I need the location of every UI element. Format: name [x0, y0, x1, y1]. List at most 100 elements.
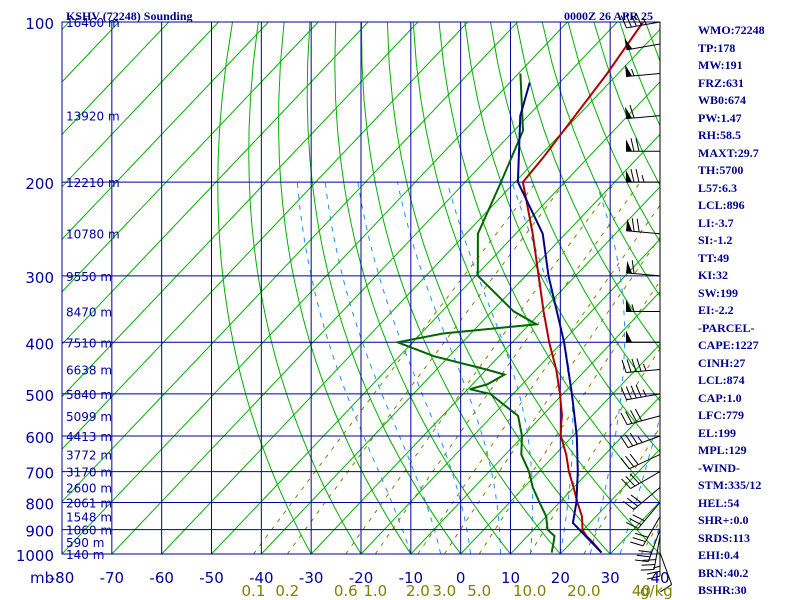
isotherm-line [211, 81, 660, 554]
sounding-index: LFC:779 [698, 408, 744, 422]
temperature-tick-label: -30 [299, 569, 324, 587]
temperature-trace [521, 22, 644, 554]
sounding-index: L57:6.3 [698, 180, 737, 195]
sounding-index: BRN:40.2 [698, 565, 749, 580]
isotherm-line [62, 22, 319, 293]
wind-barb [626, 330, 660, 343]
wind-barb [626, 299, 660, 312]
dewpoint-trace [394, 73, 556, 553]
mixing-ratio-tick-label: 0.2 [275, 582, 299, 600]
sounding-index: EL:199 [698, 425, 737, 440]
sounding-index: EHI:0.4 [698, 548, 740, 562]
isotherm-line [62, 22, 419, 398]
sounding-index: FRZ:631 [698, 75, 744, 90]
wind-barb [626, 260, 661, 277]
height-label: 1548 m [66, 510, 112, 524]
temperature-tick-label: -60 [149, 569, 174, 587]
height-label: 9550 m [66, 270, 112, 284]
sounding-index: TT:49 [698, 250, 730, 265]
dry-adiabat-line [464, 22, 660, 453]
temperature-tick-label: 40 [650, 569, 669, 587]
isotherm-line [360, 238, 660, 554]
isotherms [0, 22, 660, 554]
pressure-tick-label: 900 [25, 523, 54, 541]
wind-barb [640, 535, 661, 571]
mixing-ratio-unit-label: g/kg [640, 582, 673, 600]
sounding-index: HEL:54 [698, 495, 740, 510]
chart-title: KSHV (72248) Sounding [66, 9, 193, 23]
isotherm-line [62, 22, 219, 188]
isotherm-line [410, 290, 660, 554]
wind-barb [621, 358, 661, 373]
dry-adiabat-line [386, 22, 611, 554]
moist-adiabat-line [397, 181, 501, 554]
dry-adiabat-line [306, 22, 462, 554]
dry-adiabat-line [490, 22, 660, 402]
isotherm-line [62, 22, 369, 345]
temperature-tick-label: -40 [249, 569, 274, 587]
isotherm-line [460, 343, 660, 554]
mixing-ratio-line [345, 181, 616, 554]
height-label: 590 m [66, 536, 104, 550]
wind-barb [626, 502, 661, 529]
wind-barb [626, 218, 661, 235]
dry-adiabat-line [278, 22, 412, 554]
isotherm-line [0, 22, 19, 554]
mixing-ratio-tick-label: 10.0 [513, 582, 546, 600]
height-label: 2600 m [66, 482, 112, 496]
wind-barb [620, 432, 661, 449]
dry-adiabat-line [541, 22, 660, 297]
sounding-index: KI:32 [698, 268, 728, 282]
mixing-ratio-tick-label: 40 [632, 582, 651, 600]
temperature-tick-label: -10 [399, 569, 424, 587]
moist-adiabat-line [446, 181, 534, 554]
wind-barb [624, 38, 661, 51]
pressure-tick-label: 1000 [16, 547, 54, 565]
isotherm-line [161, 28, 660, 554]
wind-barb [626, 138, 660, 152]
sounding-index: TP:178 [698, 40, 736, 55]
mixing-ratio-tick-label: 0.1 [242, 582, 266, 600]
dry-adiabat-line [217, 22, 312, 554]
height-label: 8470 m [66, 305, 112, 319]
wind-barb [659, 552, 673, 593]
mixing-ratio-tick-label: 5.0 [467, 582, 491, 600]
moist-adiabat-line [296, 182, 412, 554]
isotherm-line [62, 22, 269, 240]
pressure-tick-label: 400 [25, 335, 54, 353]
pressure-tick-label: 100 [25, 15, 54, 33]
sounding-index: CAPE:1227 [698, 338, 759, 352]
temperature-tick-label: 30 [601, 569, 620, 587]
dry-adiabat-line [438, 22, 660, 504]
sounding-index: CINH:27 [698, 355, 746, 370]
wind-barb [620, 12, 661, 29]
isotherm-line [260, 133, 660, 554]
sounding-index: LI:-3.7 [698, 215, 734, 230]
isotherm-line [62, 22, 469, 450]
pressure-tick-label: 200 [25, 175, 54, 193]
wind-barbs [620, 12, 673, 593]
sounding-index: LCL:896 [698, 198, 745, 212]
isotherm-line [62, 22, 518, 503]
dry-adiabat-line [361, 22, 561, 554]
height-label: 10780 m [66, 228, 120, 242]
mixing-ratio-tick-label: 20.0 [567, 582, 600, 600]
height-label: 5840 m [66, 388, 112, 402]
mixing-ratio-tick-label: 2.0 [406, 582, 430, 600]
sounding-index: MAXT:29.7 [698, 145, 759, 160]
isotherm-line [510, 395, 660, 554]
mixing-ratio-tick-label: 3.0 [432, 582, 456, 600]
dry-adiabat-line [334, 22, 511, 554]
height-label: 140 m [66, 548, 104, 562]
sounding-index: MPL:129 [698, 443, 747, 457]
sounding-index: MW:191 [698, 58, 743, 72]
temperature-tick-label: 10 [501, 569, 520, 587]
sounding-index: RH:58.5 [698, 128, 741, 142]
height-label: 3170 m [66, 466, 112, 480]
height-label: 4413 m [66, 430, 112, 444]
sounding-index: -WIND- [698, 460, 740, 475]
temperature-tick-label: -80 [50, 569, 75, 587]
sounding-index: -PARCEL- [698, 320, 755, 335]
sounding-index: BSHR:30 [698, 583, 747, 597]
sounding-index: SHR+:0.0 [698, 513, 749, 527]
